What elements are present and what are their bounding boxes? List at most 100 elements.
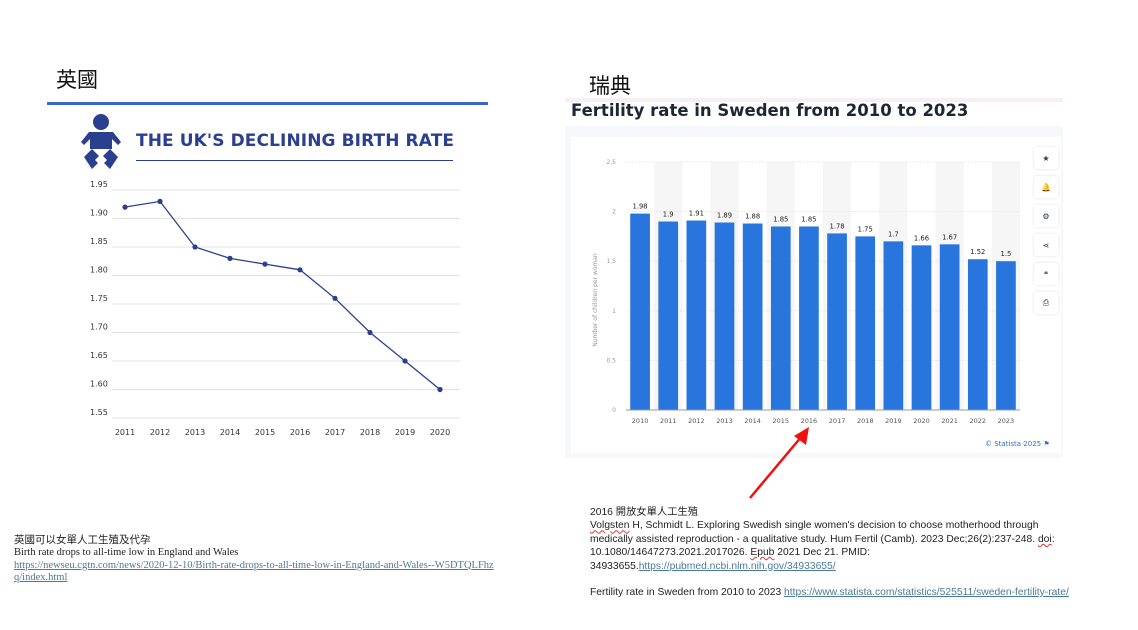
sweden-y-tick-label: 1 (612, 308, 616, 315)
sweden-bar (939, 244, 960, 410)
sweden-y-axis-label: Number of children per woman (592, 253, 599, 347)
red-arrow-annotation (749, 427, 809, 499)
uk-article-title: Birth rate drops to all-time low in Engl… (14, 547, 239, 559)
sweden-bar-label: 1.5 (1001, 250, 1012, 258)
sweden-bar-label: 1.66 (914, 234, 929, 242)
sweden-bar-label: 1.9 (663, 211, 674, 219)
baby-icon (81, 114, 121, 169)
uk-data-point (227, 255, 233, 261)
sweden-bar (996, 261, 1016, 410)
sweden-bar (686, 220, 707, 410)
sweden-x-tick-label: 2021 (941, 417, 958, 425)
uk-y-tick-label: 1.75 (90, 294, 108, 303)
citation-doi: doi (1037, 533, 1052, 545)
sweden-citation: Volgsten H, Schmidt L. Exploring Swedish… (590, 519, 1070, 573)
sweden-bar-label: 1.85 (801, 215, 816, 223)
sweden-y-tick-label: 2.5 (606, 159, 616, 166)
share-icon: ⋖ (1042, 240, 1050, 250)
bell-icon: 🔔 (1041, 182, 1051, 192)
statista-credit-text: © Statista 2025 (985, 440, 1042, 448)
uk-y-tick-label: 1.70 (90, 323, 108, 332)
quote-icon: ❝ (1043, 269, 1049, 279)
spacer (590, 573, 1070, 586)
statista-link[interactable]: https://www.statista.com/statistics/5255… (784, 587, 1069, 599)
sweden-bar (658, 221, 679, 410)
uk-infographic-title: THE UK'S DECLINING BIRTH RATE (136, 131, 455, 151)
share-button[interactable]: ⋖ (1034, 234, 1058, 256)
citation-epub: Epub (750, 547, 775, 559)
uk-data-point (297, 267, 303, 273)
uk-data-point (402, 358, 408, 364)
gear-button[interactable]: ⚙ (1034, 205, 1058, 227)
uk-y-tick-label: 1.80 (90, 266, 108, 275)
uk-y-tick-label: 1.60 (90, 380, 108, 389)
uk-section-title: 英國 (56, 68, 98, 92)
uk-y-tick-label: 1.90 (90, 209, 108, 218)
uk-x-tick-label: 2016 (290, 428, 310, 437)
sweden-x-tick-label: 2013 (716, 417, 733, 425)
uk-y-tick-label: 1.95 (90, 180, 108, 189)
sweden-bar-chart: 0 0.5 1 1.52 2.5 Number of children per woma… (592, 159, 1020, 425)
sweden-x-tick-label: 2018 (857, 417, 874, 425)
sweden-bar-label: 1.98 (633, 203, 648, 211)
sweden-bar (799, 226, 819, 410)
uk-x-tick-label: 2020 (430, 428, 450, 437)
sweden-chart-title: Fertility rate in Sweden from 2010 to 20… (571, 101, 969, 120)
uk-data-point (192, 244, 198, 250)
sweden-bar (967, 259, 988, 410)
sweden-x-tick-label: 2023 (998, 417, 1015, 425)
quote-button[interactable]: ❝ (1034, 263, 1058, 285)
uk-y-tick-label: 1.65 (90, 351, 108, 360)
sweden-title-bar (565, 98, 1063, 102)
uk-x-tick-label: 2013 (185, 428, 205, 437)
sweden-bar-label: 1.85 (773, 215, 788, 223)
sweden-x-tick-label: 2012 (688, 417, 705, 425)
citation-text-1: H, Schmidt L. Exploring Swedish single w… (590, 520, 1039, 545)
sweden-bar-label: 1.78 (830, 222, 845, 230)
uk-line-chart: 1.95 1.90 1.85 1.80 1.75 1.70 1.65 1.60 1.55 201… (90, 180, 460, 437)
pubmed-link[interactable]: https://pubmed.ncbi.nlm.nih.gov/34933655… (638, 560, 836, 572)
sweden-x-tick-label: 2017 (829, 417, 846, 425)
statista-credit[interactable]: © Statista 2025 ⚑ (985, 440, 1050, 448)
uk-series-line (124, 200, 441, 391)
uk-x-tick-label: 2015 (255, 428, 275, 437)
bell-button[interactable]: 🔔 (1034, 176, 1058, 198)
flag-icon: ⚑ (1043, 440, 1050, 448)
statista-reference-label: Fertility rate in Sweden from 2010 to 20… (590, 587, 785, 599)
uk-data-point (437, 386, 443, 393)
gear-icon: ⚙ (1042, 211, 1050, 221)
print-button[interactable]: ⎙ (1034, 292, 1058, 314)
sweden-bar (855, 236, 876, 410)
star-icon: ★ (1042, 153, 1050, 163)
sweden-bar (883, 241, 904, 410)
uk-x-tick-label: 2014 (220, 428, 240, 437)
sweden-notes: 2016 開放女單人工生殖 Volgsten H, Schmidt L. Exp… (590, 506, 1070, 599)
sweden-bar-label: 1.67 (942, 233, 957, 241)
sweden-bar (911, 245, 932, 410)
sweden-y-tick-label: 0 (612, 407, 616, 414)
sweden-bar-label: 1.88 (745, 213, 760, 221)
sweden-bar (714, 222, 735, 410)
uk-article-link[interactable]: https://newseu.cgtn.com/news/2020-12-10/… (14, 559, 494, 583)
sweden-bar-label: 1.52 (970, 248, 985, 256)
star-button[interactable]: ★ (1034, 147, 1058, 169)
sweden-bar-label: 1.7 (888, 230, 899, 238)
sweden-bar (742, 223, 763, 410)
sweden-bar-label: 1.75 (858, 225, 873, 233)
statista-reference: Fertility rate in Sweden from 2010 to 20… (590, 586, 1070, 599)
sweden-x-tick-label: 2011 (660, 417, 677, 425)
sweden-x-tick-label: 2015 (773, 417, 790, 425)
citation-author: Volgsten (590, 520, 630, 532)
uk-title-underline (136, 160, 453, 161)
uk-data-point (157, 198, 163, 204)
uk-x-tick-label: 2011 (115, 428, 135, 437)
sweden-bar (770, 226, 791, 410)
uk-x-tick-label: 2012 (150, 428, 170, 437)
sweden-x-tick-label: 2020 (913, 417, 930, 425)
sweden-bar (827, 233, 847, 410)
uk-data-point (332, 295, 338, 301)
uk-y-tick-label: 1.55 (90, 408, 108, 417)
sweden-bar (630, 213, 650, 410)
sweden-y-tick-label: 0.5 (606, 357, 616, 364)
sweden-section-title: 瑞典 (589, 74, 631, 98)
